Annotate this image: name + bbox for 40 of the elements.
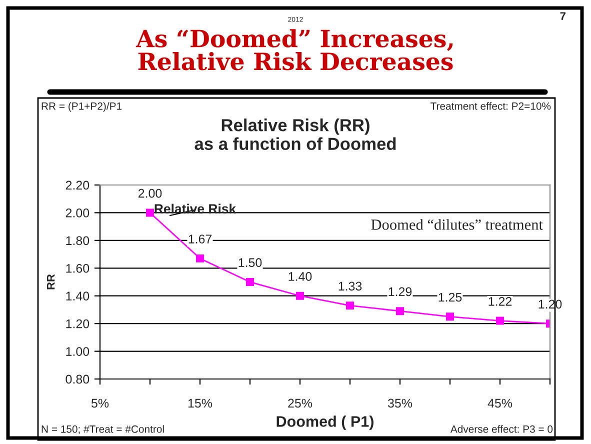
data-label: 1.22 [488, 296, 512, 306]
data-label: 1.67 [188, 234, 212, 244]
x-tick-label: 25% [288, 398, 312, 408]
point [246, 278, 254, 286]
text: 7 [560, 12, 566, 20]
y-axis-title: RR [46, 274, 55, 290]
x-tick-label: 5% [91, 398, 109, 408]
x-tick-label: 35% [388, 398, 412, 408]
data-label: 2.00 [138, 188, 162, 198]
data-label: 1.29 [388, 287, 412, 296]
y-tick-label: 2.00 [66, 208, 90, 218]
point [396, 307, 404, 316]
point [346, 302, 354, 310]
series-label: Relative Risk [154, 204, 236, 214]
text: RR = (P1+P2)/P1 [42, 102, 122, 112]
data-label: 1.50 [238, 258, 262, 268]
annotation: Doomed “dilutes” treatment [371, 219, 543, 230]
data-label: 1.25 [438, 292, 462, 302]
y-tick-label: 1.80 [66, 236, 90, 246]
point [296, 292, 304, 300]
x-tick-label: 45% [488, 398, 512, 408]
chart-subtitle: Relative Risk (RR) as a function of Doomed [194, 118, 396, 150]
x-axis-title: Doomed ( P1) [276, 416, 374, 430]
y-tick-label: 2.20 [66, 180, 90, 190]
point [446, 312, 454, 321]
chart-title: As “Doomed” Increases, Relative Risk Decreases [136, 29, 453, 70]
x-tick-label: 15% [188, 398, 212, 408]
y-tick-label: 1.00 [66, 347, 90, 356]
y-tick-label: 1.60 [66, 264, 90, 273]
point [496, 316, 504, 325]
data-label: 1.33 [338, 282, 362, 291]
point [196, 254, 204, 262]
data-label: 1.40 [288, 272, 312, 281]
point [146, 208, 154, 217]
text: Adverse effect: P3 = 0 [450, 425, 553, 433]
text: Treatment effect: P2=10% [430, 102, 551, 110]
y-tick-label: 1.40 [66, 292, 90, 301]
text: N = 150; #Treat = #Control [42, 425, 164, 434]
y-tick-label: 0.80 [66, 374, 90, 384]
y-tick-label: 1.20 [66, 319, 90, 328]
